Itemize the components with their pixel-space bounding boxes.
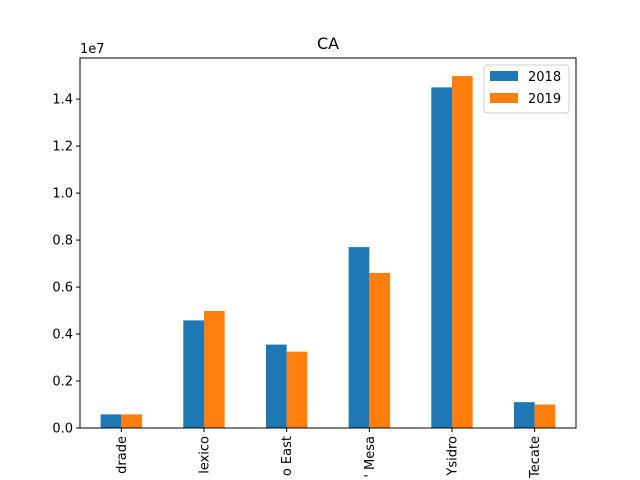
x-tick-label-0: drade <box>115 436 130 474</box>
legend: 2018 2019 <box>483 64 570 114</box>
x-tick-label-3: ' Mesa <box>363 436 378 478</box>
bar-2019-4 <box>452 76 473 428</box>
bar-2019-3 <box>369 272 391 428</box>
legend-swatch-2019 <box>490 93 518 103</box>
y-tick-label-1: 0.2 <box>52 375 73 390</box>
y-tick-label-0: 0.0 <box>52 422 73 437</box>
y-tick-label-6: 1.2 <box>52 140 73 155</box>
bar-2019-1 <box>204 311 225 428</box>
legend-swatch-2018 <box>490 71 518 81</box>
bar-2019-0 <box>121 414 143 428</box>
x-tick-label-5: Tecate <box>528 436 543 479</box>
legend-label-2019: 2019 <box>528 92 561 107</box>
bar-2018-0 <box>100 414 122 428</box>
bar-2018-3 <box>348 247 370 428</box>
chart-title: CA <box>317 34 339 53</box>
y-tick-label-7: 1.4 <box>52 93 73 108</box>
bar-2019-5 <box>534 404 556 428</box>
axes-frame <box>79 57 577 429</box>
bar-2018-2 <box>265 344 287 428</box>
x-tick-label-2: o East <box>280 436 295 476</box>
legend-label-2018: 2018 <box>528 70 561 85</box>
bar-2018-1 <box>183 320 204 428</box>
bar-2019-2 <box>286 351 308 428</box>
y-tick-label-2: 0.4 <box>52 328 73 343</box>
x-tick-label-1: lexico <box>198 436 213 474</box>
x-axis: drade lexico o East ' Mesa Ysidro Tecate <box>115 428 543 479</box>
y-tick-label-5: 1.0 <box>52 187 73 202</box>
y-tick-label-3: 0.6 <box>52 281 73 296</box>
bars-layer <box>100 76 556 429</box>
y-tick-label-4: 0.8 <box>52 234 73 249</box>
y-axis: 0.0 0.2 0.4 0.6 0.8 1.0 1.2 1.4 <box>52 93 80 437</box>
bar-2018-5 <box>513 402 535 428</box>
bar-2018-4 <box>431 87 452 429</box>
x-tick-label-4: Ysidro <box>446 436 461 477</box>
y-scale-label: 1e7 <box>80 42 105 57</box>
